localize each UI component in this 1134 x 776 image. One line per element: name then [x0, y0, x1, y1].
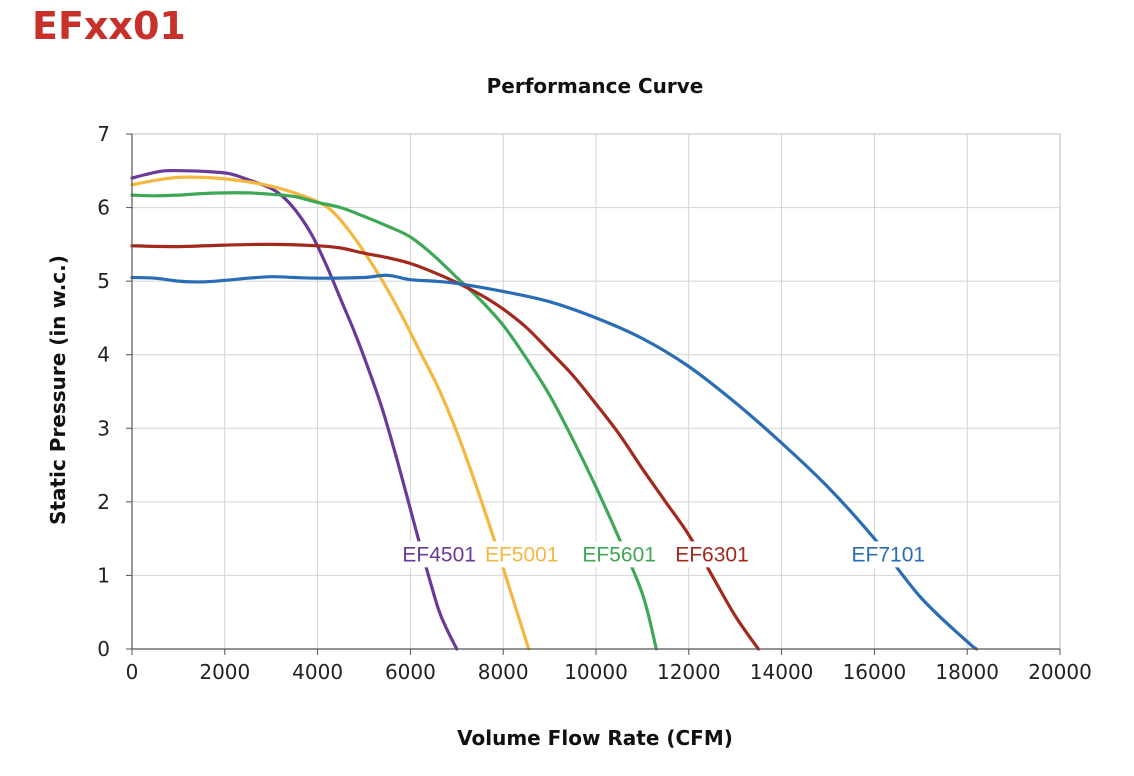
series-label-bg: [406, 541, 473, 568]
series-label-ef6301: EF6301: [675, 543, 749, 566]
series-label-bg: [488, 541, 555, 568]
series-label-ef4501: EF4501: [402, 543, 476, 566]
x-tick-label: 16000: [843, 660, 907, 684]
series-label-ef5601: EF5601: [582, 543, 656, 566]
series-line-ef7101: [130, 273, 979, 651]
y-tick-label: 7: [97, 122, 110, 146]
brand-title: EFxx01: [32, 4, 186, 48]
grid-lines: [131, 133, 1061, 650]
x-axis-label: Volume Flow Rate (CFM): [457, 726, 733, 750]
x-tick-label: 10000: [564, 660, 628, 684]
x-tick-label: 14000: [750, 660, 814, 684]
x-tick-label: 8000: [478, 660, 529, 684]
series-label-bg: [679, 541, 745, 568]
y-tick-label: 1: [97, 563, 110, 587]
x-tick-label: 6000: [385, 660, 436, 684]
series-label-bg: [586, 541, 653, 568]
series-label-ef5001: EF5001: [485, 543, 559, 566]
axis-ticks: 0 2000 4000 6000 8000 10000 12000 14000 16000 180…: [97, 122, 1092, 684]
series-label-ef7101: EF7101: [852, 543, 926, 566]
x-tick-label: 20000: [1028, 660, 1092, 684]
y-tick-label: 3: [97, 416, 110, 440]
y-tick-label: 2: [97, 490, 110, 514]
x-tick-label: 12000: [657, 660, 721, 684]
chart-title: Performance Curve: [486, 74, 704, 98]
series-line-ef5601: [130, 191, 658, 651]
x-tick-label: 18000: [935, 660, 999, 684]
series-line-ef6301: [130, 242, 760, 651]
series-labels: EF4501 EF5001 EF5601 EF6301 EF7101: [402, 541, 926, 568]
series-line-ef4501: [130, 168, 459, 651]
x-tick-label: 2000: [199, 660, 250, 684]
x-tick-label: 0: [126, 660, 139, 684]
x-tick-label: 4000: [292, 660, 343, 684]
y-tick-label: 0: [97, 637, 110, 661]
y-tick-label: 6: [97, 196, 110, 220]
series-lines: [130, 168, 979, 651]
y-tick-label: 5: [97, 269, 110, 293]
series-label-bg: [855, 541, 922, 568]
series-line-ef5001: [130, 175, 531, 651]
y-tick-label: 4: [97, 343, 110, 367]
